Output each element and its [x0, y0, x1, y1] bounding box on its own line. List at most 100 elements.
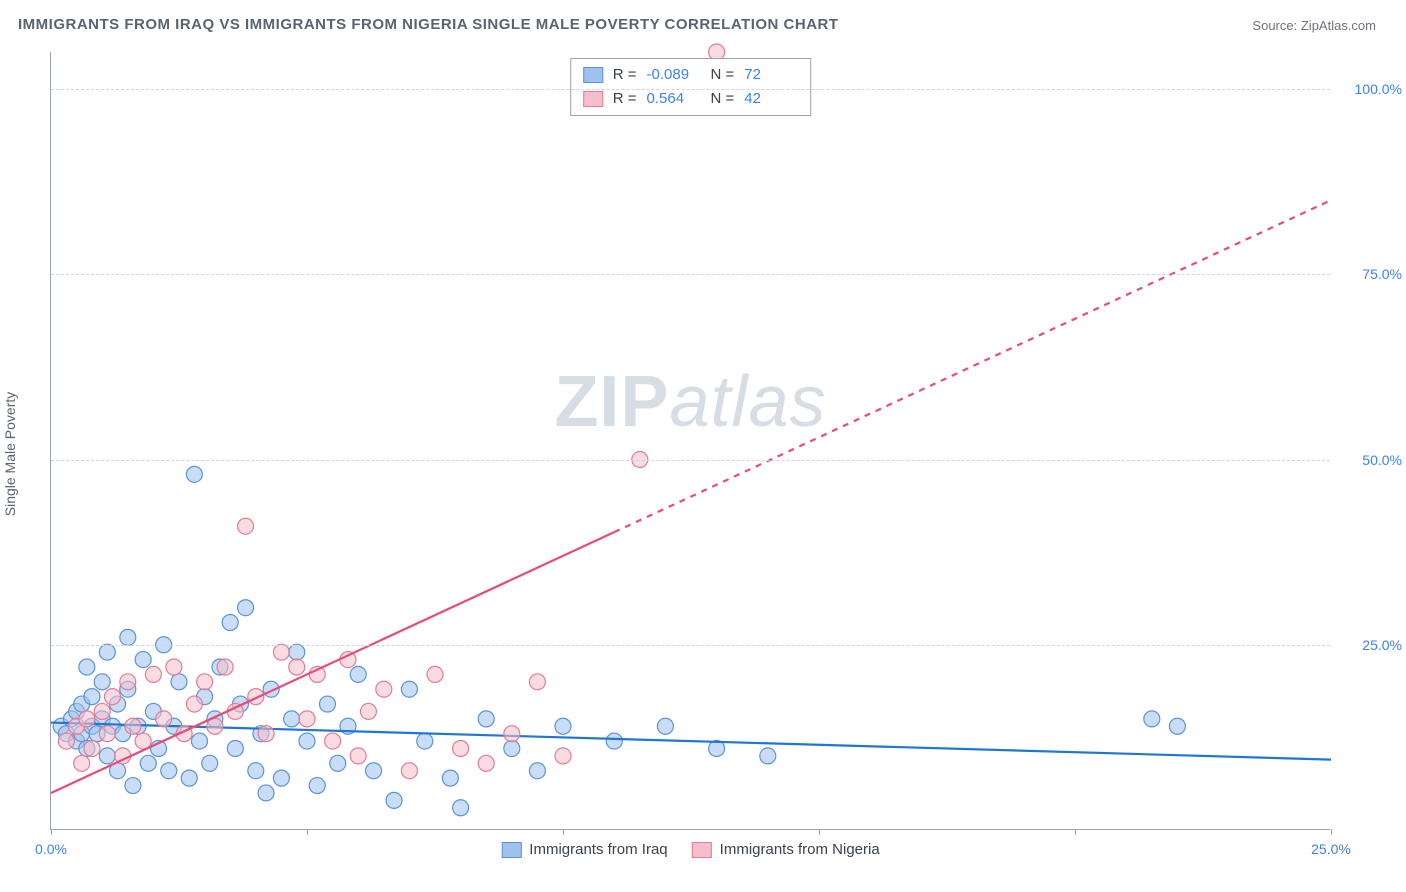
legend-swatch	[501, 842, 521, 858]
data-point	[284, 711, 300, 727]
data-point	[99, 644, 115, 660]
data-point	[417, 733, 433, 749]
data-point	[258, 726, 274, 742]
data-point	[84, 740, 100, 756]
data-point	[222, 615, 238, 631]
data-point	[401, 681, 417, 697]
data-point	[145, 666, 161, 682]
data-point	[427, 666, 443, 682]
data-point	[760, 748, 776, 764]
data-point	[273, 770, 289, 786]
data-point	[299, 711, 315, 727]
data-point	[120, 629, 136, 645]
legend-label: Immigrants from Iraq	[529, 841, 667, 858]
data-point	[156, 711, 172, 727]
source-label: Source:	[1252, 18, 1297, 33]
data-point	[1169, 718, 1185, 734]
y-axis-label: Single Male Poverty	[2, 392, 18, 517]
legend-row: R =0.564N =42	[583, 87, 799, 111]
gridline	[51, 460, 1330, 461]
data-point	[181, 770, 197, 786]
data-point	[238, 600, 254, 616]
data-point	[453, 740, 469, 756]
data-point	[166, 659, 182, 675]
data-point	[325, 733, 341, 749]
data-point	[504, 726, 520, 742]
data-point	[657, 718, 673, 734]
legend-swatch	[583, 67, 603, 83]
data-point	[202, 755, 218, 771]
n-label: N =	[711, 87, 735, 111]
data-point	[238, 518, 254, 534]
data-point	[99, 726, 115, 742]
chart-title: IMMIGRANTS FROM IRAQ VS IMMIGRANTS FROM …	[18, 16, 839, 33]
legend-row: R =-0.089N =72	[583, 63, 799, 87]
data-point	[273, 644, 289, 660]
data-point	[606, 733, 622, 749]
chart-svg	[51, 52, 1330, 829]
plot-area: ZIPatlas R =-0.089N =72R =0.564N =42 Imm…	[50, 52, 1330, 830]
data-point	[478, 755, 494, 771]
n-label: N =	[711, 63, 735, 87]
data-point	[401, 763, 417, 779]
data-point	[350, 666, 366, 682]
data-point	[186, 696, 202, 712]
legend-series: Immigrants from Iraq Immigrants from Nige…	[501, 841, 879, 858]
legend-correlation: R =-0.089N =72R =0.564N =42	[570, 58, 812, 116]
x-tick-label: 0.0%	[35, 841, 67, 857]
x-tick-label: 25.0%	[1311, 841, 1351, 857]
x-tick	[51, 829, 52, 835]
data-point	[197, 674, 213, 690]
gridline	[51, 89, 1330, 90]
source-value: ZipAtlas.com	[1301, 18, 1376, 33]
gridline	[51, 274, 1330, 275]
x-tick	[819, 829, 820, 835]
data-point	[478, 711, 494, 727]
source-attribution: Source: ZipAtlas.com	[1252, 18, 1376, 33]
y-tick-label: 50.0%	[1362, 452, 1402, 468]
data-point	[453, 800, 469, 816]
r-label: R =	[613, 87, 637, 111]
data-point	[125, 718, 141, 734]
data-point	[529, 674, 545, 690]
x-tick	[1075, 829, 1076, 835]
data-point	[58, 733, 74, 749]
data-point	[74, 755, 90, 771]
data-point	[120, 674, 136, 690]
data-point	[104, 689, 120, 705]
data-point	[366, 763, 382, 779]
r-value: 0.564	[647, 87, 701, 111]
trend-line-extrapolated	[614, 200, 1331, 532]
data-point	[191, 733, 207, 749]
data-point	[94, 703, 110, 719]
data-point	[258, 785, 274, 801]
data-point	[99, 748, 115, 764]
data-point	[376, 681, 392, 697]
data-point	[442, 770, 458, 786]
data-point	[309, 778, 325, 794]
data-point	[289, 644, 305, 660]
legend-item: Immigrants from Iraq	[501, 841, 667, 858]
data-point	[140, 755, 156, 771]
n-value: 72	[744, 63, 798, 87]
data-point	[504, 740, 520, 756]
data-point	[555, 748, 571, 764]
data-point	[529, 763, 545, 779]
x-tick	[563, 829, 564, 835]
y-tick-label: 25.0%	[1362, 637, 1402, 653]
data-point	[84, 689, 100, 705]
gridline	[51, 645, 1330, 646]
data-point	[1144, 711, 1160, 727]
r-label: R =	[613, 63, 637, 87]
data-point	[161, 763, 177, 779]
data-point	[227, 740, 243, 756]
x-tick	[1331, 829, 1332, 835]
data-point	[350, 748, 366, 764]
legend-label: Immigrants from Nigeria	[720, 841, 880, 858]
data-point	[555, 718, 571, 734]
data-point	[94, 674, 110, 690]
data-point	[386, 792, 402, 808]
data-point	[125, 778, 141, 794]
y-tick-label: 100.0%	[1355, 81, 1402, 97]
legend-swatch	[692, 842, 712, 858]
